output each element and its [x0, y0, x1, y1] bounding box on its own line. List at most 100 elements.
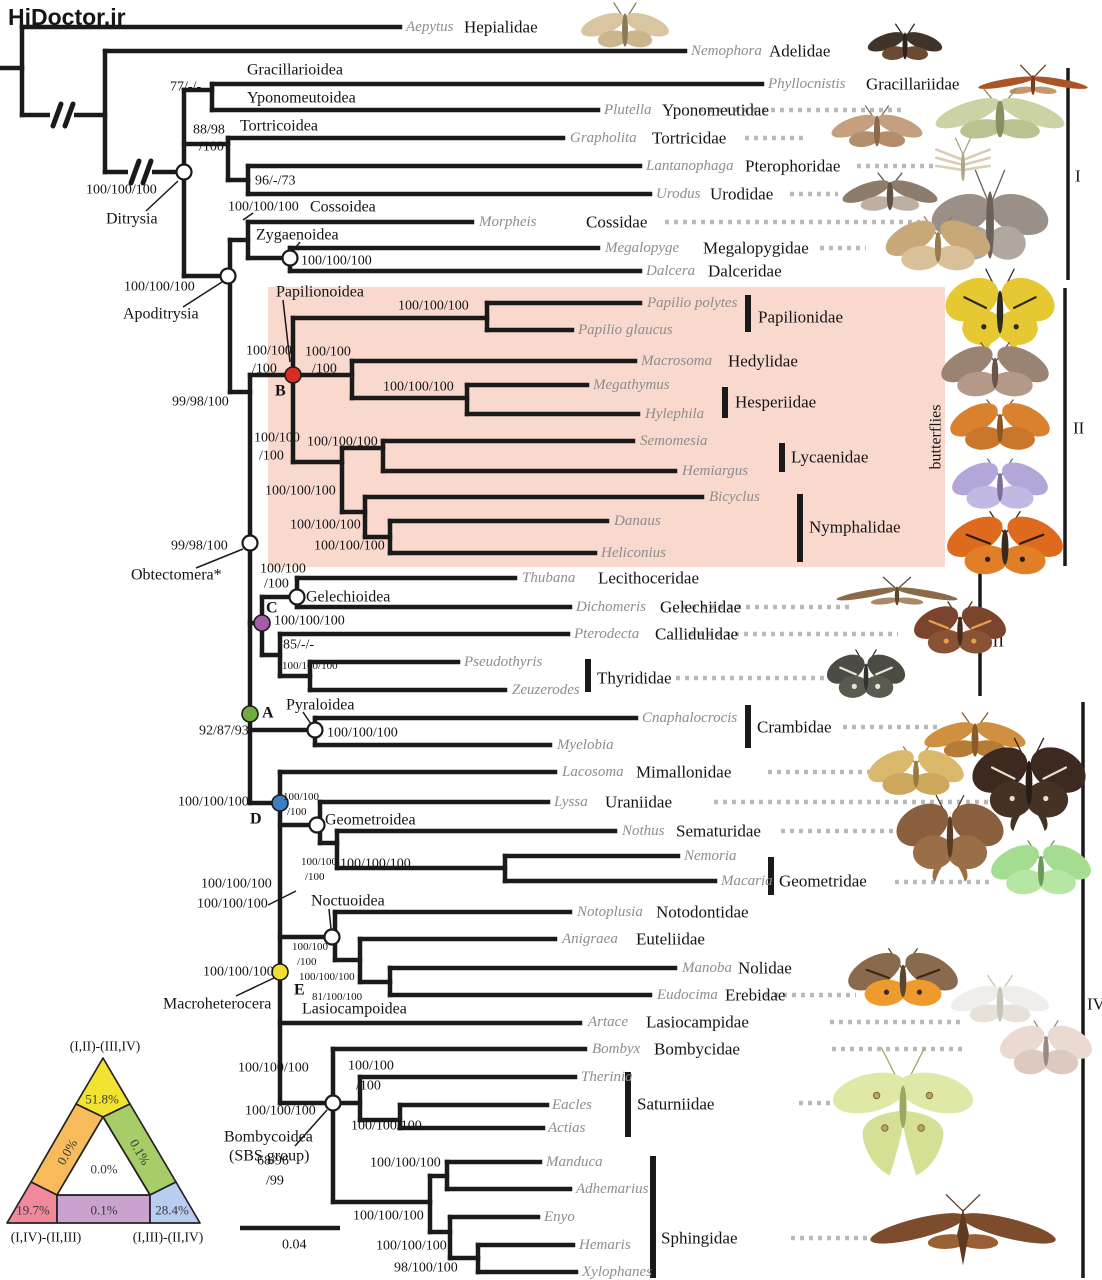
- support-value-10: 99/98/100: [172, 395, 229, 410]
- support-value-7: 100/100/100: [124, 280, 195, 295]
- support-value-35: 100/100/100: [201, 877, 272, 892]
- clade-label-lasiocampoidea: Lasiocampoidea: [302, 1001, 407, 1018]
- tip-genus-eudocima: Eudocima: [656, 987, 718, 1003]
- clade-label-papilionoidea: Papilionoidea: [276, 284, 364, 301]
- tip-genus-bicyclus: Bicyclus: [709, 489, 760, 505]
- clade-label-apoditrysia: Apoditrysia: [123, 306, 199, 323]
- clade-label-gracillarioidea: Gracillarioidea: [247, 62, 343, 79]
- support-value-32: 100/100: [301, 856, 338, 868]
- tip-genus-notoplusia: Notoplusia: [576, 904, 643, 920]
- support-value-9: /100: [252, 362, 277, 377]
- tip-genus-nothus: Nothus: [621, 823, 665, 839]
- key-node-letter-d: D: [250, 811, 262, 828]
- tip-family-yponomeutidae: Yponomeutidae: [662, 101, 769, 120]
- hepialidae-moth-image: [581, 2, 669, 48]
- support-value-40: 81/100/100: [312, 991, 363, 1003]
- label-pointer-line: [282, 299, 291, 363]
- key-node-a: [241, 705, 259, 723]
- support-value-2: /100: [199, 140, 224, 155]
- support-value-44: /100: [356, 1079, 381, 1094]
- support-value-27: 92/87/93: [199, 724, 249, 739]
- tip-genus-dichomeris: Dichomeris: [575, 599, 646, 615]
- clade-label-geometroidea: Geometroidea: [325, 812, 416, 829]
- family-label-thyrididae: Thyrididae: [597, 669, 672, 688]
- support-value-16: /100: [259, 449, 284, 464]
- tip-family-cossidae: Cossidae: [586, 213, 647, 232]
- tip-family-euteliidae: Euteliidae: [636, 930, 705, 949]
- support-value-22: 100/100: [260, 562, 306, 577]
- label-pointer-line: [195, 548, 244, 569]
- butterflies-vertical-label: butterflies: [928, 405, 945, 470]
- support-value-38: /100: [297, 956, 317, 968]
- label-pointer-line: [182, 281, 223, 308]
- tip-family-gelechiidae: Gelechiidae: [660, 598, 741, 617]
- triangle-bottom-right-label: (I,III)-(II,IV): [133, 1230, 203, 1245]
- tip-genus-eacles: Eacles: [551, 1097, 592, 1113]
- tortricidae-moth-image: [831, 105, 923, 148]
- label-pointer-line: [267, 890, 297, 906]
- tip-genus-grapholita: Grapholita: [570, 130, 637, 146]
- key-node-letter-b: B: [275, 383, 286, 400]
- key-node-letter-c: C: [266, 600, 278, 617]
- family-label-hesperiidae: Hesperiidae: [735, 393, 816, 412]
- clade-label-yponomeutoidea: Yponomeutoidea: [247, 90, 356, 107]
- support-value-6: 100/100/100: [301, 254, 372, 269]
- support-value-39: 100/100/100: [299, 971, 355, 983]
- support-value-3: 100/100/100: [86, 183, 157, 198]
- clade-label-noctuoidea: Noctuoidea: [311, 893, 385, 910]
- tip-family-callidulidae: Callidulidae: [655, 625, 738, 644]
- tip-genus-enyo: Enyo: [543, 1209, 575, 1225]
- family-label-geometridae: Geometridae: [779, 872, 867, 891]
- tree-branches: [0, 24, 765, 1275]
- megalopygidae-moth-image: [885, 216, 991, 271]
- support-value-37: 100/100: [292, 941, 329, 953]
- support-value-28: 100/100/100: [327, 726, 398, 741]
- tip-family-notodontidae: Notodontidae: [656, 903, 749, 922]
- clade-label-zygaenoidea: Zygaenoidea: [256, 227, 339, 244]
- family-label-saturniidae: Saturniidae: [637, 1095, 714, 1114]
- tip-genus-dalcera: Dalcera: [645, 263, 695, 279]
- tip-genus-megathymus: Megathymus: [592, 377, 670, 393]
- pterophoridae-moth-image: [935, 137, 991, 182]
- tip-genus-zeuzerodes: Zeuzerodes: [512, 682, 580, 698]
- tip-genus-urodus: Urodus: [656, 186, 701, 202]
- tip-family-bombycidae: Bombycidae: [654, 1040, 740, 1059]
- support-value-30: 100/100: [283, 791, 320, 803]
- saturniidae-luna-moth-image: [832, 1047, 974, 1176]
- tip-genus-papilio-polytes: Papilio polytes: [646, 295, 738, 311]
- support-value-25: 85/-/-: [283, 638, 314, 653]
- erebidae-moth-image: [848, 948, 958, 1006]
- support-value-12: 100/100: [305, 345, 351, 360]
- family-label-lycaenidae: Lycaenidae: [791, 448, 868, 467]
- tip-genus-hemiargus: Hemiargus: [681, 463, 748, 479]
- triangle-bottom-left-label: (I,IV)-(II,III): [11, 1230, 81, 1245]
- support-value-8: 100/100: [246, 344, 292, 359]
- tip-genus-lyssa: Lyssa: [553, 794, 588, 810]
- key-node-d: [271, 794, 289, 812]
- support-value-46: 100/100/100: [351, 1119, 422, 1134]
- support-node-circle: [288, 588, 306, 606]
- support-value-20: 100/100/100: [314, 539, 385, 554]
- branch-break-mark: [50, 101, 76, 129]
- tip-genus-myelobia: Myelobia: [556, 737, 614, 753]
- tip-family-erebidae: Erebidae: [725, 986, 785, 1005]
- tip-genus-danaus: Danaus: [613, 513, 661, 529]
- support-node-circle: [308, 816, 326, 834]
- support-value-23: /100: [264, 577, 289, 592]
- tip-family-urodidae: Urodidae: [710, 185, 773, 204]
- support-value-26: 100/100/100: [282, 660, 338, 672]
- triangle-top-label: (I,II)-(III,IV): [70, 1039, 140, 1054]
- support-value-5: 100/100/100: [228, 200, 299, 215]
- clade-label-pyraloidea: Pyraloidea: [286, 697, 354, 714]
- support-value-29: 100/100/100: [178, 795, 249, 810]
- tip-genus-nemophora: Nemophora: [690, 43, 762, 59]
- papilionidae-butterfly-image: [945, 268, 1055, 358]
- tip-genus-lacosoma: Lacosoma: [561, 764, 624, 780]
- tip-genus-pterodecta: Pterodecta: [573, 626, 639, 642]
- triangle-region-center: [56, 1116, 151, 1196]
- triangle-region-bottom-right: [149, 1181, 201, 1224]
- tip-family-nolidae: Nolidae: [738, 959, 792, 978]
- support-value-52: 98/100/100: [394, 1261, 458, 1276]
- gelechiidae-moth-image: [836, 576, 958, 606]
- yponomeutidae-moth-image: [935, 88, 1065, 139]
